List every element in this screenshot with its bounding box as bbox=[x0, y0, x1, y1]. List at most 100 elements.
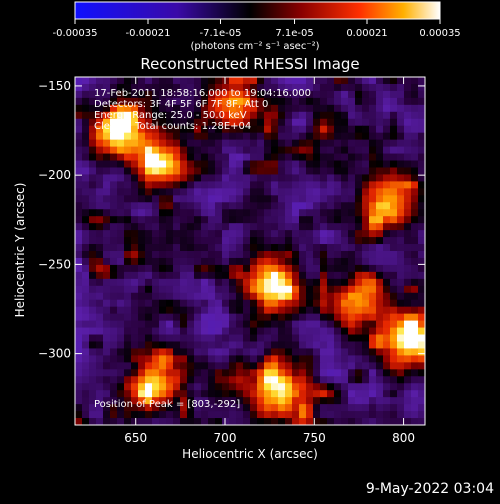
heatmap-cell bbox=[383, 188, 391, 196]
heatmap-cell bbox=[131, 216, 139, 224]
heatmap-cell bbox=[75, 292, 83, 301]
heatmap-cell bbox=[236, 341, 244, 349]
heatmap-cell bbox=[82, 327, 90, 336]
heatmap-cell bbox=[285, 251, 293, 259]
heatmap-cell bbox=[383, 125, 391, 134]
heatmap-cell bbox=[166, 257, 174, 266]
heatmap-cell bbox=[278, 174, 286, 182]
heatmap-cell bbox=[159, 404, 167, 412]
heatmap-cell bbox=[292, 341, 300, 349]
heatmap-cell bbox=[229, 257, 237, 266]
heatmap-cell bbox=[159, 104, 167, 113]
heatmap-cell bbox=[229, 97, 237, 106]
heatmap-cell bbox=[159, 271, 167, 280]
heatmap-cell bbox=[138, 251, 146, 259]
heatmap-cell bbox=[194, 390, 202, 398]
heatmap-cell bbox=[236, 118, 244, 127]
heatmap-cell bbox=[236, 188, 244, 196]
heatmap-cell bbox=[313, 111, 321, 120]
heatmap-cell bbox=[229, 369, 237, 377]
heatmap-cell bbox=[271, 404, 279, 412]
heatmap-cell bbox=[236, 174, 244, 182]
heatmap-cell bbox=[194, 383, 202, 391]
heatmap-cell bbox=[341, 299, 349, 308]
heatmap-cell bbox=[145, 153, 153, 162]
heatmap-cell bbox=[243, 418, 251, 425]
heatmap-cell bbox=[299, 369, 307, 377]
heatmap-cell bbox=[250, 418, 258, 425]
heatmap-cell bbox=[194, 320, 202, 329]
heatmap-cell bbox=[89, 320, 97, 329]
heatmap-cell bbox=[75, 271, 83, 280]
heatmap-cell bbox=[236, 139, 244, 148]
heatmap-cell bbox=[348, 195, 356, 203]
heatmap-cell bbox=[236, 90, 244, 99]
heatmap-cell bbox=[334, 237, 342, 245]
heatmap-cell bbox=[243, 341, 251, 349]
heatmap-cell bbox=[124, 299, 132, 308]
heatmap-cell bbox=[75, 188, 83, 196]
heatmap-cell bbox=[236, 278, 244, 287]
heatmap-cell bbox=[75, 278, 83, 287]
heatmap-cell bbox=[208, 216, 216, 224]
heatmap-cell bbox=[257, 153, 265, 162]
heatmap-cell bbox=[320, 111, 328, 120]
heatmap-cell bbox=[397, 383, 405, 391]
heatmap-cell bbox=[404, 118, 412, 127]
heatmap-cell bbox=[411, 90, 419, 99]
heatmap-cell bbox=[327, 334, 335, 342]
heatmap-cell bbox=[229, 306, 237, 315]
heatmap-cell bbox=[320, 237, 328, 245]
heatmap-cell bbox=[124, 77, 132, 85]
heatmap-cell bbox=[201, 216, 209, 224]
heatmap-cell bbox=[152, 90, 160, 99]
heatmap-cell bbox=[187, 230, 195, 238]
heatmap-cell bbox=[208, 111, 216, 120]
heatmap-cell bbox=[75, 83, 83, 92]
heatmap-cell bbox=[411, 195, 419, 203]
heatmap-cell bbox=[194, 111, 202, 120]
heatmap-cell bbox=[376, 285, 384, 294]
heatmap-cell bbox=[362, 397, 370, 405]
heatmap-cell bbox=[250, 146, 258, 155]
heatmap-cell bbox=[152, 230, 160, 238]
heatmap-cell bbox=[243, 397, 251, 405]
heatmap-cell bbox=[89, 188, 97, 196]
heatmap-cell bbox=[271, 230, 279, 238]
heatmap-cell bbox=[299, 244, 307, 252]
heatmap-cell bbox=[173, 97, 181, 106]
heatmap-cell bbox=[390, 237, 398, 245]
heatmap-cell bbox=[222, 313, 230, 322]
heatmap-cell bbox=[131, 390, 139, 398]
heatmap-cell bbox=[110, 230, 118, 238]
heatmap-cell bbox=[236, 292, 244, 301]
heatmap-cell bbox=[215, 90, 223, 99]
heatmap-cell bbox=[215, 264, 223, 273]
heatmap-cell bbox=[166, 376, 174, 384]
heatmap-cell bbox=[82, 285, 90, 294]
heatmap-cell bbox=[208, 320, 216, 329]
heatmap-cell bbox=[292, 355, 300, 363]
heatmap-cell bbox=[341, 77, 349, 85]
heatmap-cell bbox=[397, 355, 405, 363]
heatmap-cell bbox=[124, 334, 132, 342]
heatmap-cell bbox=[257, 313, 265, 322]
heatmap-cell bbox=[110, 341, 118, 349]
heatmap-cell bbox=[96, 418, 104, 425]
heatmap-cell bbox=[341, 251, 349, 259]
heatmap-cell bbox=[418, 230, 425, 238]
annotation-time-range: 17-Feb-2011 18:58:16.000 to 19:04:16.000 bbox=[94, 88, 311, 99]
heatmap-cell bbox=[222, 83, 230, 92]
heatmap-cell bbox=[285, 285, 293, 294]
heatmap-cell bbox=[124, 160, 132, 168]
heatmap-cell bbox=[390, 285, 398, 294]
heatmap-cell bbox=[236, 195, 244, 203]
heatmap-cell bbox=[334, 188, 342, 196]
heatmap-cell bbox=[166, 216, 174, 224]
heatmap-cell bbox=[397, 362, 405, 370]
heatmap-cell bbox=[411, 181, 419, 189]
heatmap-cell bbox=[299, 271, 307, 280]
heatmap-cell bbox=[96, 104, 104, 113]
heatmap-cell bbox=[257, 271, 265, 280]
heatmap-cell bbox=[201, 306, 209, 315]
